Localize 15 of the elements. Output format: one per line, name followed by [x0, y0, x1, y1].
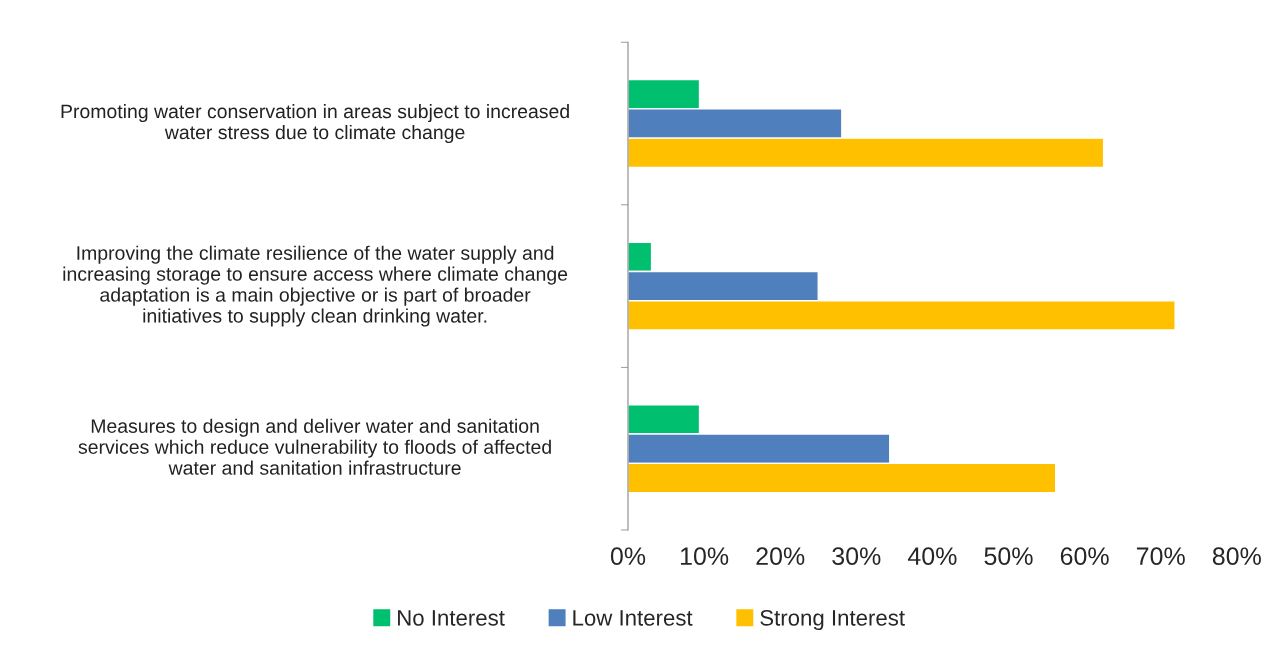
x-tick-label: 50% — [984, 547, 1033, 566]
x-tick-label: 10% — [680, 547, 729, 566]
x-tick-label: 60% — [1060, 547, 1109, 566]
y-tick-label: Improving the climate resilience of the water supply and increasing storage to ensure access where climate change adaptation is a main objective or is part of broader initiatives to supply clean drinking water. — [63, 245, 568, 327]
x-tick-label: 70% — [1136, 547, 1185, 566]
legend-label: No Interest — [398, 610, 505, 626]
x-tick-label: 20% — [756, 547, 805, 566]
y-tick-label: Measures to design and deliver water and sanitation services which reduce vulnerability to floods of affected water and sanitation infrastructure — [78, 418, 551, 475]
legend-label: Low Interest — [573, 610, 693, 626]
legend-label: Strong Interest — [760, 609, 905, 631]
x-tick-label: 0% — [610, 547, 646, 566]
x-tick-label: 40% — [907, 547, 957, 566]
y-tick-label: Promoting water conservation in areas subject to increased water stress due to climate change — [61, 104, 569, 144]
x-tick-label: 30% — [832, 547, 881, 566]
x-tick-label: 80% — [1212, 547, 1261, 566]
